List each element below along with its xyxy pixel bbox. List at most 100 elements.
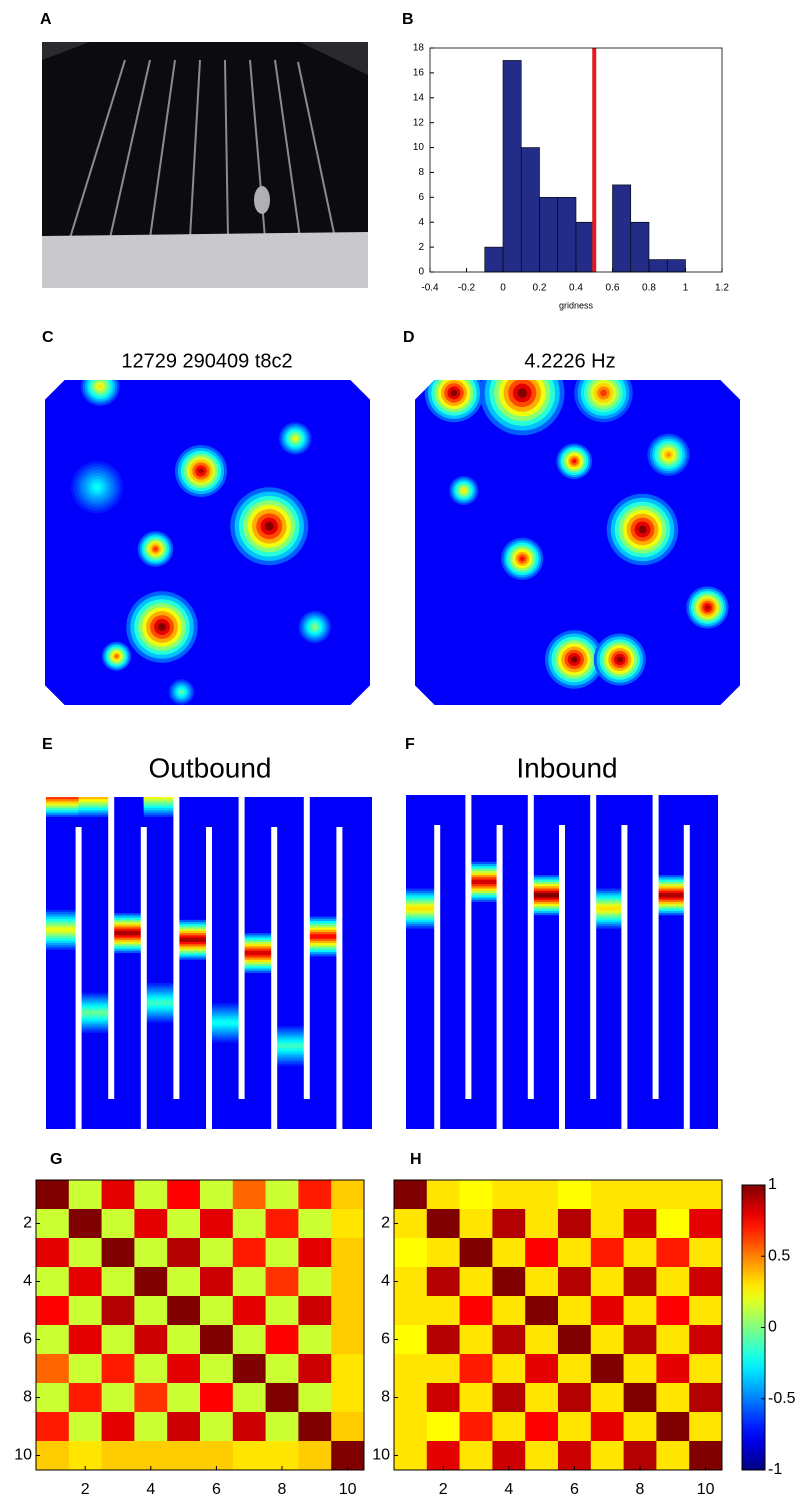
cell	[298, 1296, 332, 1326]
y-tick-label: 4	[418, 217, 424, 228]
field-band	[209, 1020, 242, 1025]
cell	[200, 1180, 234, 1210]
panel-label: E	[42, 736, 53, 753]
cell	[134, 1441, 168, 1471]
cell	[200, 1209, 234, 1239]
y-tick-label: 10	[413, 142, 425, 153]
bar	[575, 221, 595, 273]
cell	[656, 1354, 690, 1384]
field-ring	[114, 654, 119, 658]
maze-wall	[683, 825, 690, 1129]
y-tick-label: 6	[381, 1331, 390, 1348]
maze-wall	[527, 795, 534, 1099]
cell	[134, 1180, 168, 1210]
cell	[232, 1296, 266, 1326]
field-ring	[519, 556, 525, 562]
cell	[426, 1441, 460, 1471]
maze-wall	[496, 825, 503, 1129]
cell	[167, 1238, 201, 1268]
field-ring	[153, 547, 158, 551]
cell	[101, 1383, 135, 1413]
y-tick-label: 0	[418, 267, 424, 278]
cell	[492, 1383, 526, 1413]
cell	[167, 1325, 201, 1355]
cell	[492, 1238, 526, 1268]
cell	[394, 1325, 428, 1355]
cell	[167, 1441, 201, 1471]
field-ring	[98, 384, 103, 389]
bar	[539, 197, 559, 273]
cell	[68, 1412, 102, 1442]
x-axis-label: gridness	[559, 300, 594, 310]
field-ring	[293, 436, 298, 441]
cell	[68, 1383, 102, 1413]
cell	[525, 1412, 559, 1442]
x-tick-label: -0.4	[421, 283, 439, 294]
field-band	[593, 906, 625, 911]
cell	[265, 1441, 299, 1471]
cell	[525, 1354, 559, 1384]
cell	[394, 1354, 428, 1384]
cell	[298, 1267, 332, 1297]
field-ring	[666, 452, 671, 458]
cell	[689, 1209, 723, 1239]
cell	[623, 1412, 657, 1442]
field-band	[406, 906, 438, 911]
y-tick-label: 6	[418, 192, 424, 203]
cell	[331, 1325, 365, 1355]
maze-wall	[238, 797, 245, 1099]
maze-wall	[173, 797, 180, 1099]
cell	[200, 1383, 234, 1413]
x-tick-label: 0.4	[569, 283, 583, 294]
cell	[623, 1383, 657, 1413]
cell	[590, 1441, 624, 1471]
cell	[558, 1441, 592, 1471]
cell	[68, 1238, 102, 1268]
cell	[134, 1296, 168, 1326]
cell	[525, 1238, 559, 1268]
cell	[525, 1180, 559, 1210]
cell	[394, 1383, 428, 1413]
maze-wall	[303, 797, 310, 1099]
panel-title: Inbound	[516, 752, 617, 783]
x-tick-label: 2	[439, 1481, 448, 1498]
cell	[492, 1441, 526, 1471]
cell	[623, 1180, 657, 1210]
x-tick-label: 8	[278, 1481, 287, 1498]
cell	[200, 1354, 234, 1384]
field-ring	[462, 488, 466, 493]
field-ring	[638, 525, 647, 534]
colorbar-tick-label: 0.5	[768, 1247, 790, 1264]
cell	[101, 1325, 135, 1355]
cell	[68, 1209, 102, 1239]
cell	[623, 1325, 657, 1355]
cell	[36, 1412, 70, 1442]
field-band	[111, 930, 144, 936]
cell	[134, 1238, 168, 1268]
cell	[134, 1325, 168, 1355]
cell	[134, 1412, 168, 1442]
cell	[525, 1383, 559, 1413]
cell	[590, 1209, 624, 1239]
maze-wall	[434, 825, 441, 1129]
y-tick-label: 8	[418, 167, 424, 178]
cell	[331, 1209, 365, 1239]
cell	[101, 1238, 135, 1268]
bar	[502, 60, 522, 273]
cell	[167, 1180, 201, 1210]
cell	[656, 1238, 690, 1268]
maze-wall	[336, 827, 343, 1129]
cell	[200, 1412, 234, 1442]
cell	[167, 1354, 201, 1384]
axes-frame	[35, 1179, 365, 1471]
cell	[590, 1325, 624, 1355]
cell	[68, 1325, 102, 1355]
cell	[689, 1238, 723, 1268]
cell	[590, 1412, 624, 1442]
y-tick-label: 2	[381, 1215, 390, 1232]
bar	[666, 259, 686, 273]
cell	[623, 1267, 657, 1297]
cell	[459, 1238, 493, 1268]
y-tick-label: 12	[413, 117, 425, 128]
